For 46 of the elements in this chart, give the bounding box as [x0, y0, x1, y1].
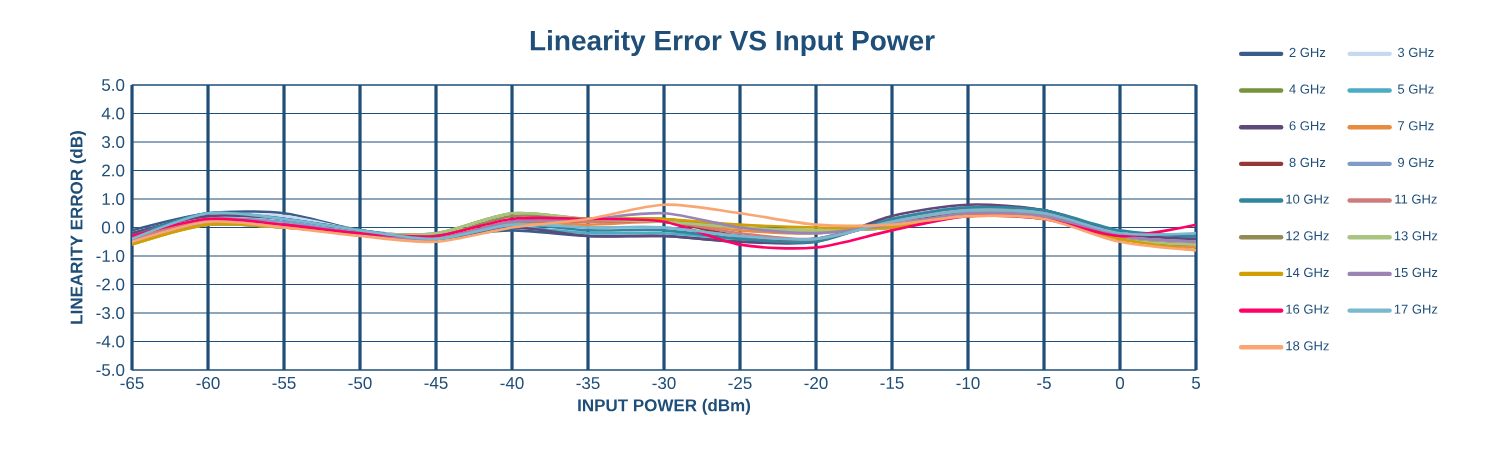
x-tick-label: -15 — [880, 377, 904, 389]
y-tick-label: 3.0 — [101, 136, 125, 149]
y-tick-label: 1.0 — [102, 193, 125, 206]
y-tick-label: 5.0 — [102, 79, 125, 92]
x-axis-title: INPUT POWER (dBm) — [578, 398, 751, 415]
legend-label: 9 GHz — [1398, 157, 1434, 168]
legend-label: 14 GHz — [1286, 267, 1329, 278]
legend-label: 2 GHz — [1289, 47, 1326, 58]
y-tick-label: 0.0 — [101, 221, 125, 234]
legend-label: 13 GHz — [1394, 231, 1438, 241]
legend-label: 5 GHz — [1397, 84, 1434, 94]
x-tick-label: -45 — [424, 377, 448, 389]
legend-label: 10 GHz — [1286, 194, 1329, 204]
x-tick-label: -20 — [804, 377, 828, 390]
x-tick-label: -40 — [500, 377, 524, 390]
legend-label: 7 GHz — [1398, 121, 1434, 131]
legend-label: 12 GHz — [1286, 231, 1329, 241]
x-tick-label: 0 — [1115, 377, 1125, 390]
y-tick-label: -3.0 — [96, 307, 125, 320]
y-tick-label: -5.0 — [96, 364, 125, 377]
x-tick-label: -25 — [728, 377, 752, 390]
legend-label: 11 GHz — [1395, 194, 1437, 204]
x-tick-label: -10 — [956, 377, 980, 390]
legend-label: 15 GHz — [1394, 267, 1438, 278]
legend-label: 18 GHz — [1286, 341, 1329, 351]
x-tick-label: -50 — [348, 377, 372, 390]
legend-label: 8 GHz — [1289, 157, 1326, 168]
y-axis-title: LINEARITY ERROR (dB) — [70, 131, 86, 324]
y-tick-label: 4.0 — [101, 107, 125, 120]
x-tick-label: -55 — [272, 377, 296, 389]
legend-label: 3 GHz — [1397, 47, 1434, 58]
x-tick-label: -5 — [1037, 377, 1051, 389]
y-tick-label: -1.0 — [96, 250, 125, 263]
x-tick-label: -60 — [196, 377, 220, 390]
x-tick-label: -65 — [120, 377, 144, 390]
legend-label: 17 GHz — [1394, 304, 1438, 314]
y-tick-label: -2.0 — [96, 278, 125, 291]
chart-title: Linearity Error VS Input Power — [530, 29, 935, 57]
legend-label: 4 GHz — [1289, 84, 1326, 94]
y-tick-label: -4.0 — [96, 335, 125, 348]
x-tick-label: -35 — [576, 377, 600, 390]
x-tick-label: -30 — [652, 377, 676, 390]
y-tick-label: 2.0 — [102, 164, 125, 177]
legend-label: 16 GHz — [1286, 304, 1329, 314]
x-tick-label: 5 — [1191, 377, 1201, 389]
legend-label: 6 GHz — [1289, 121, 1326, 131]
